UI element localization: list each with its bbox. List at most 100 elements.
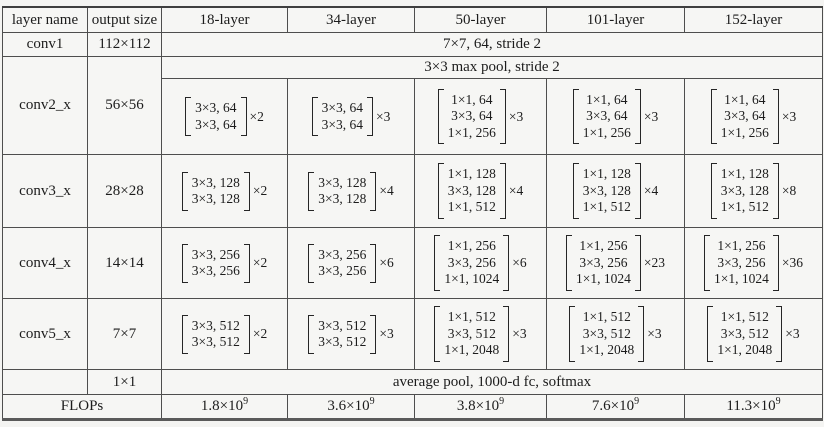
flops-value-50: 3.8×109 <box>414 394 547 420</box>
repeat-multiplier: ×3 <box>512 326 527 341</box>
matrix-bracket: 3×3, 128 3×3, 128 <box>181 171 251 211</box>
matrix-bracket: 3×3, 512 3×3, 512 <box>308 314 377 354</box>
block-cell-conv5-152: 1×1, 512 3×3, 512 1×1, 2048 ×3 <box>684 298 823 370</box>
header-18-layer: 18-layer <box>161 6 288 33</box>
matrix-bracket: 3×3, 256 3×3, 256 <box>181 243 251 283</box>
block-cell-conv4-18: 3×3, 256 3×3, 256 ×2 <box>161 227 288 299</box>
matrix-line: 1×1, 256 <box>579 238 628 254</box>
block-cell-conv4-152: 1×1, 256 3×3, 256 1×1, 1024 ×36 <box>684 227 823 299</box>
block-cell-conv2-152: 1×1, 64 3×3, 64 1×1, 256 ×3 <box>684 78 823 155</box>
header-34-layer: 34-layer <box>287 6 415 33</box>
block-cell-conv5-18: 3×3, 512 3×3, 512 ×2 <box>161 298 288 370</box>
flops-exponent: 9 <box>634 396 640 407</box>
matrix-bracket: 1×1, 256 3×3, 256 1×1, 1024 <box>704 235 779 291</box>
repeat-multiplier: ×3 <box>376 108 391 124</box>
block-cell-conv2-50: 1×1, 64 3×3, 64 1×1, 256 ×3 <box>414 78 547 155</box>
flops-base: 11.3×10 <box>726 398 776 414</box>
maxpool-row: conv2_x 56×56 3×3 max pool, stride 2 <box>2 56 823 155</box>
matrix-line: 3×3, 128 <box>191 174 240 190</box>
matrix-line: 1×1, 256 <box>582 124 631 140</box>
matrix-line: 3×3, 256 <box>579 254 628 270</box>
flops-base: 1.8×10 <box>200 398 244 414</box>
matrix-line: 3×3, 128 <box>318 191 367 206</box>
matrix-line: 3×3, 128 <box>191 191 240 206</box>
layer-name-conv5: conv5_x <box>2 298 88 370</box>
matrix-bracket: 1×1, 512 3×3, 512 1×1, 2048 <box>434 306 510 362</box>
matrix-line: 1×1, 64 <box>586 91 628 107</box>
matrix-bracket: 1×1, 64 3×3, 64 1×1, 256 <box>437 88 507 145</box>
maxpool-spec: 3×3 max pool, stride 2 <box>161 56 823 79</box>
conv3-blocks-row: conv3_x 28×28 3×3, 128 3×3, 128 ×2 3×3, … <box>2 154 823 228</box>
matrix-line: 3×3, 64 <box>195 116 237 132</box>
flops-exponent: 9 <box>243 396 249 407</box>
matrix-line: 1×1, 256 <box>447 124 496 140</box>
avgpool-spec: average pool, 1000-d fc, softmax <box>161 369 823 395</box>
repeat-multiplier: ×23 <box>643 255 665 270</box>
block-cell-conv3-34: 3×3, 128 3×3, 128 ×4 <box>287 154 415 228</box>
matrix-bracket: 1×1, 512 3×3, 512 1×1, 2048 <box>569 306 645 362</box>
matrix-line: 3×3, 256 <box>191 246 240 262</box>
matrix-line: 1×1, 256 <box>717 238 766 254</box>
matrix-line: 1×1, 1024 <box>576 271 631 287</box>
matrix-line: 3×3, 64 <box>195 100 237 115</box>
repeat-multiplier: ×3 <box>379 326 394 341</box>
output-size-conv2: 56×56 <box>87 56 162 155</box>
matrix-line: 3×3, 64 <box>321 100 363 115</box>
flops-exponent: 9 <box>499 396 505 407</box>
matrix-bracket: 3×3, 256 3×3, 256 <box>308 243 377 283</box>
matrix-bracket: 1×1, 256 3×3, 256 1×1, 1024 <box>434 235 510 291</box>
repeat-multiplier: ×4 <box>643 183 659 198</box>
matrix-line: 3×3, 256 <box>318 263 367 278</box>
matrix-line: 1×1, 2048 <box>717 342 773 358</box>
matrix-line: 1×1, 64 <box>451 91 493 107</box>
flops-base: 3.8×10 <box>456 398 500 414</box>
layer-name-conv2: conv2_x <box>2 56 88 155</box>
matrix-bracket: 1×1, 128 3×3, 128 1×1, 512 <box>572 163 642 219</box>
header-50-layer: 50-layer <box>414 6 547 33</box>
matrix-bracket: 3×3, 128 3×3, 128 <box>308 171 377 211</box>
repeat-multiplier: ×4 <box>379 183 394 198</box>
matrix-line: 1×1, 512 <box>582 309 631 325</box>
matrix-line: 1×1, 1024 <box>444 271 500 287</box>
layer-name-conv4: conv4_x <box>2 227 88 299</box>
layer-name-conv3: conv3_x <box>2 154 88 228</box>
matrix-line: 3×3, 128 <box>582 182 631 198</box>
block-cell-conv2-34: 3×3, 64 3×3, 64 ×3 <box>287 78 415 155</box>
matrix-line: 3×3, 64 <box>724 108 766 124</box>
block-cell-conv4-34: 3×3, 256 3×3, 256 ×6 <box>287 227 415 299</box>
matrix-line: 3×3, 128 <box>720 182 769 198</box>
flops-row: FLOPs 1.8×109 3.6×109 3.8×109 7.6×109 11… <box>2 394 823 420</box>
flops-value-101: 7.6×109 <box>546 394 685 420</box>
repeat-multiplier: ×8 <box>781 183 797 198</box>
matrix-line: 1×1, 128 <box>720 166 769 182</box>
repeat-multiplier: ×3 <box>785 326 800 341</box>
matrix-line: 3×3, 512 <box>447 325 496 341</box>
matrix-bracket: 1×1, 64 3×3, 64 1×1, 256 <box>572 88 642 145</box>
conv1-row: conv1 112×112 7×7, 64, stride 2 <box>2 32 823 57</box>
output-size-conv3: 28×28 <box>87 154 162 228</box>
layer-name-conv1: conv1 <box>2 32 88 57</box>
matrix-line: 3×3, 512 <box>191 334 240 349</box>
flops-value-34: 3.6×109 <box>287 394 415 420</box>
matrix-line: 3×3, 256 <box>191 263 240 278</box>
repeat-multiplier: ×4 <box>508 183 524 198</box>
matrix-bracket: 1×1, 128 3×3, 128 1×1, 512 <box>710 163 780 219</box>
block-cell-conv5-101: 1×1, 512 3×3, 512 1×1, 2048 ×3 <box>546 298 685 370</box>
flops-base: 7.6×10 <box>591 398 635 414</box>
matrix-bracket: 1×1, 128 3×3, 128 1×1, 512 <box>437 163 507 219</box>
repeat-multiplier: ×3 <box>781 108 797 124</box>
matrix-line: 1×1, 512 <box>720 199 769 215</box>
matrix-line: 1×1, 256 <box>447 238 496 254</box>
header-101-layer: 101-layer <box>546 6 685 33</box>
matrix-bracket: 1×1, 64 3×3, 64 1×1, 256 <box>710 88 780 145</box>
header-output-size: output size <box>87 6 162 33</box>
repeat-multiplier: ×3 <box>647 326 662 341</box>
matrix-line: 3×3, 64 <box>451 108 493 124</box>
matrix-line: 3×3, 512 <box>720 325 769 341</box>
matrix-line: 3×3, 64 <box>321 116 363 132</box>
block-cell-conv4-101: 1×1, 256 3×3, 256 1×1, 1024 ×23 <box>546 227 685 299</box>
matrix-bracket: 3×3, 64 3×3, 64 <box>311 97 374 136</box>
conv4-blocks-row: conv4_x 14×14 3×3, 256 3×3, 256 ×2 3×3, … <box>2 227 823 299</box>
matrix-line: 1×1, 512 <box>447 309 496 325</box>
block-cell-conv4-50: 1×1, 256 3×3, 256 1×1, 1024 ×6 <box>414 227 547 299</box>
